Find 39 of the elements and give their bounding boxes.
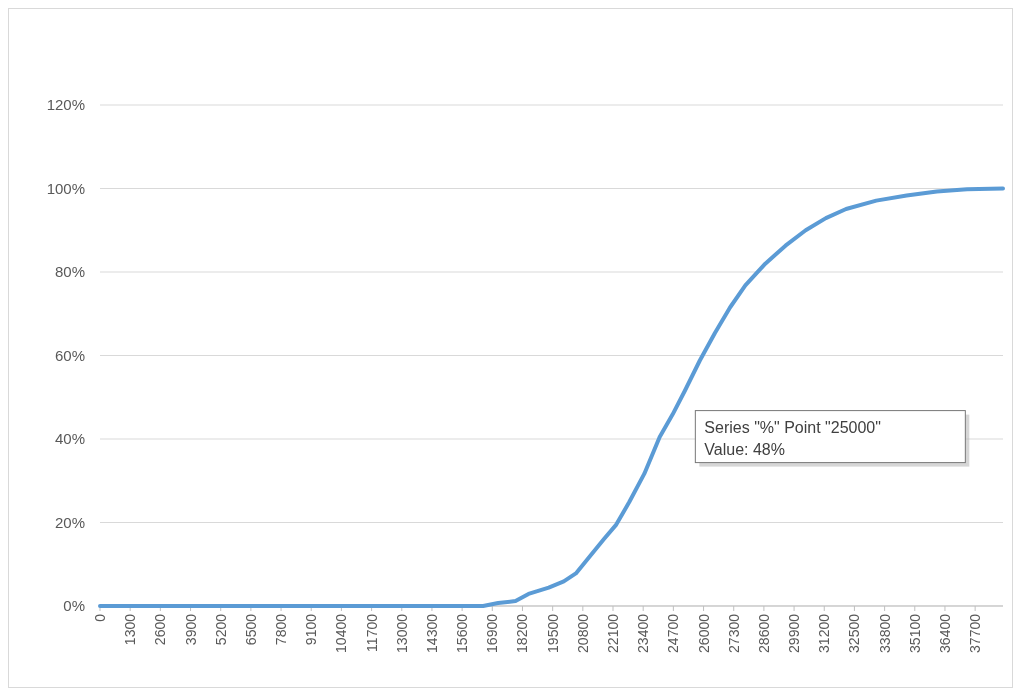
x-tick-label: 15600 [454, 613, 471, 653]
x-tick-label: 26000 [695, 613, 712, 653]
x-tick-label: 16900 [484, 613, 501, 653]
x-tick-label: 28600 [755, 613, 772, 653]
x-tick-label: 23400 [635, 613, 652, 653]
x-tick-label: 18200 [514, 613, 531, 653]
y-tick-label: 0% [63, 597, 85, 614]
x-tick-label: 0 [92, 613, 108, 622]
x-tick-label: 10400 [333, 613, 350, 653]
y-tick-label: 80% [54, 263, 85, 280]
x-tick-label: 13000 [393, 613, 410, 653]
x-tick-label: 27300 [725, 613, 742, 653]
x-tick-label: 35100 [906, 613, 923, 653]
x-tick-label: 14300 [423, 613, 440, 653]
x-tick-label: 6500 [242, 613, 259, 646]
x-tick-label: 9100 [303, 613, 320, 646]
x-tick-label: 33800 [876, 613, 893, 653]
x-tick-label: 19500 [544, 613, 561, 653]
y-tick-label: 20% [54, 513, 85, 531]
x-tick-label: 31200 [816, 613, 833, 653]
x-tick-label: 37700 [967, 613, 984, 653]
x-tick-label: 22100 [605, 613, 622, 653]
x-tick-label: 1300 [122, 613, 139, 646]
x-tick-label: 20800 [574, 613, 591, 653]
y-tick-label: 120% [46, 96, 85, 113]
line-series [98, 186, 1005, 608]
x-tick-label: 2600 [152, 613, 169, 646]
x-tick-label: 3900 [182, 613, 199, 646]
y-tick-label: 100% [46, 179, 85, 197]
x-tick-label: 36400 [936, 613, 953, 653]
x-tick-label: 7800 [273, 613, 290, 646]
x-tick-label: 5200 [212, 613, 229, 646]
y-tick-label: 40% [54, 430, 85, 447]
x-tick-label: 29900 [786, 613, 803, 653]
x-tick-label: 32500 [846, 613, 863, 653]
annotation: Series "%" Point "25000" Value: 48% [704, 418, 881, 458]
x-tick-label: 11700 [363, 613, 380, 652]
y-tick-label: 60% [54, 346, 85, 364]
x-tick-label: 24700 [665, 613, 682, 653]
